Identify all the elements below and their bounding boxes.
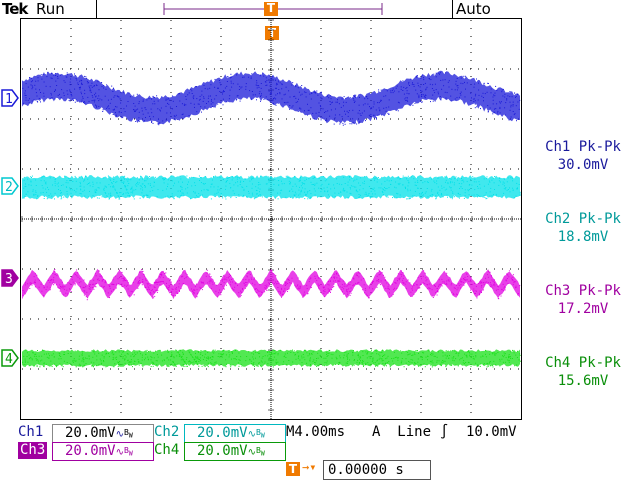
ch3-label[interactable]: Ch3 bbox=[18, 442, 48, 459]
ch2-waveform-envelope bbox=[22, 174, 520, 200]
status-bar: Tek Run Auto T bbox=[0, 0, 640, 18]
ac-coupling-icon: ∿ bbox=[247, 429, 256, 440]
trigger-position-icon: T bbox=[286, 462, 300, 476]
ac-coupling-icon: ∿ bbox=[115, 429, 124, 440]
waveform-display bbox=[20, 18, 522, 420]
measurement-label: Ch2 Pk-Pk bbox=[545, 211, 621, 227]
status-divider bbox=[96, 0, 97, 18]
ch4-waveform-envelope bbox=[22, 349, 520, 367]
ch3-ground-marker[interactable]: 3 bbox=[0, 268, 20, 288]
ch2-scale: 20.0mV bbox=[197, 425, 248, 441]
trigger-mode: Auto bbox=[456, 0, 491, 18]
bandwidth-limit-icon: BW bbox=[255, 446, 265, 458]
ch1-waveform bbox=[22, 70, 521, 126]
measurement-value: 18.8mV bbox=[557, 229, 609, 245]
ch1-waveform-envelope bbox=[22, 70, 520, 125]
bandwidth-limit-icon: BW bbox=[123, 446, 133, 458]
ch4-scale-readout[interactable]: 20.0mV∿BW bbox=[184, 442, 286, 461]
waveforms bbox=[22, 70, 521, 368]
measurement-label: Ch1 Pk-Pk bbox=[545, 139, 621, 155]
ch2-waveform bbox=[22, 174, 521, 200]
ch4-ground-marker[interactable]: 4 bbox=[0, 348, 20, 368]
ac-coupling-icon: ∿ bbox=[115, 447, 124, 458]
measurement-label: Ch4 Pk-Pk bbox=[545, 355, 621, 371]
ch2-scale-readout[interactable]: 20.0mV∿BW bbox=[184, 424, 286, 443]
trigger-slope-icon: ∫ bbox=[440, 424, 449, 440]
arrow-right-icon: →▾ bbox=[302, 460, 317, 474]
ac-coupling-icon: ∿ bbox=[247, 447, 256, 458]
acquisition-status: Run bbox=[36, 0, 65, 18]
trigger-source[interactable]: A Line bbox=[372, 424, 432, 440]
bandwidth-limit-icon: BW bbox=[255, 428, 265, 440]
ch1-scale-readout[interactable]: 20.0mV∿BW bbox=[52, 424, 154, 443]
record-window-indicator bbox=[163, 2, 383, 16]
ch1-scale: 20.0mV bbox=[65, 425, 116, 441]
measurement-ch1: Ch1 Pk-Pk 30.0mV bbox=[526, 138, 640, 174]
status-divider bbox=[452, 0, 453, 18]
measurement-ch4: Ch4 Pk-Pk 15.6mV bbox=[526, 354, 640, 390]
trigger-position-field[interactable]: 0.00000 s bbox=[323, 460, 431, 480]
measurement-ch3: Ch3 Pk-Pk 17.2mV bbox=[526, 282, 640, 318]
measurement-ch2: Ch2 Pk-Pk 18.8mV bbox=[526, 210, 640, 246]
ch1-ground-marker[interactable]: 1 bbox=[0, 88, 20, 108]
ch2-ground-marker[interactable]: 2 bbox=[0, 176, 20, 196]
trigger-level[interactable]: 10.0mV bbox=[466, 424, 517, 440]
ch4-label[interactable]: Ch4 bbox=[154, 442, 180, 458]
timebase[interactable]: M4.00ms bbox=[286, 424, 346, 440]
ch4-waveform bbox=[22, 349, 521, 368]
brand-logo: Tek bbox=[2, 0, 28, 18]
ch3-scale: 20.0mV bbox=[65, 443, 116, 459]
graticule-border bbox=[20, 18, 522, 420]
ch4-scale: 20.0mV bbox=[197, 443, 248, 459]
bandwidth-limit-icon: BW bbox=[123, 428, 133, 440]
ch3-waveform bbox=[22, 268, 521, 301]
measurement-value: 15.6mV bbox=[557, 373, 609, 389]
trigger-position-icon: T bbox=[266, 1, 276, 15]
measurement-value: 17.2mV bbox=[557, 301, 609, 317]
ch2-label[interactable]: Ch2 bbox=[154, 424, 180, 440]
ch1-label[interactable]: Ch1 bbox=[18, 424, 44, 440]
trigger-marker[interactable]: T bbox=[265, 26, 279, 40]
ch3-scale-readout[interactable]: 20.0mV∿BW bbox=[52, 442, 154, 461]
measurement-value: 30.0mV bbox=[557, 157, 609, 173]
measurement-label: Ch3 Pk-Pk bbox=[545, 283, 621, 299]
